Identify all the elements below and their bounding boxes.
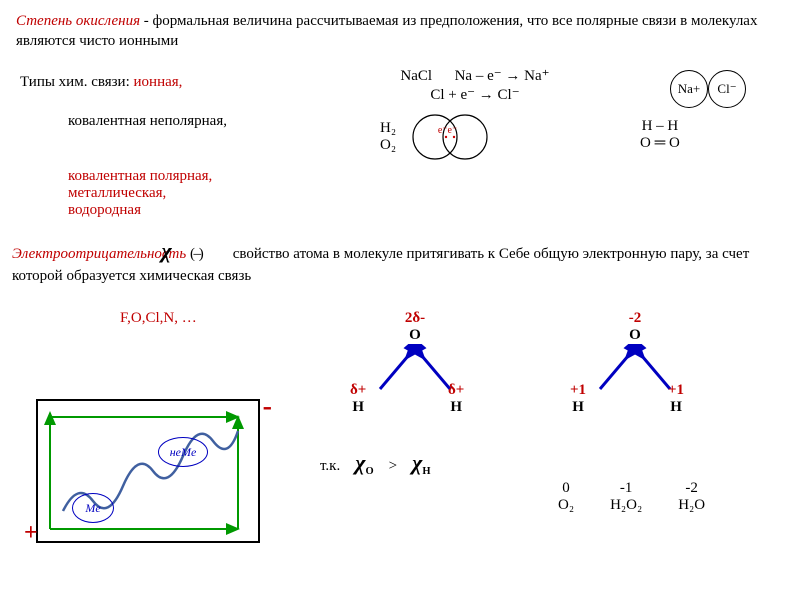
na-ion-circle: Na+ bbox=[670, 70, 708, 108]
cov-nonpolar: ковалентная неполярная, bbox=[68, 113, 227, 130]
chi-comparison: т.к. χO > χH bbox=[320, 450, 431, 477]
bond-types-block: Типы хим. связи: ионная, ковалентная неп… bbox=[20, 74, 227, 219]
ion-circles: Na+Cl⁻ bbox=[670, 70, 746, 108]
term-oxidation: Степень окисления bbox=[16, 13, 140, 29]
cov-polar-row: ковалентная полярная, металлическая, вод… bbox=[68, 168, 227, 219]
table-row: 0 -1 -2 bbox=[540, 480, 723, 497]
en-series: F,O,Cl,N, … bbox=[120, 310, 197, 327]
plus-sign: + bbox=[24, 520, 38, 547]
ionic-equations: NaCl Na – e⁻ → Na⁺ Cl + e⁻ → Cl⁻ bbox=[360, 66, 590, 104]
ox-states-table: 0 -1 -2 O₂ H₂O₂ H₂O bbox=[540, 480, 723, 514]
hh-oo: H – H O ═ O bbox=[640, 118, 680, 152]
electroneg-def: Электроотрицательность ( ) χ – свойство … bbox=[12, 236, 784, 286]
nonpolar-block: H₂ O₂ e⁻e⁻ bbox=[380, 112, 500, 162]
h2o-oxnum: -2 O +1 H +1 H bbox=[560, 310, 710, 439]
en-box-icon: неMe Me + - bbox=[36, 399, 260, 543]
h2o-delta: 2δ- O δ+ H δ+ H bbox=[340, 310, 490, 439]
oxidation-definition: Степень окисления - формальная величина … bbox=[16, 12, 784, 51]
table-row: O₂ H₂O₂ H₂O bbox=[540, 497, 723, 514]
neme-label: неMe bbox=[158, 437, 208, 467]
minus-sign: - bbox=[263, 391, 272, 423]
bond-types-intro-row: Типы хим. связи: ионная, bbox=[20, 74, 227, 91]
overlap-circles-icon: e⁻e⁻ bbox=[400, 112, 500, 162]
cl-ion-circle: Cl⁻ bbox=[708, 70, 746, 108]
me-label: Me bbox=[72, 493, 114, 523]
